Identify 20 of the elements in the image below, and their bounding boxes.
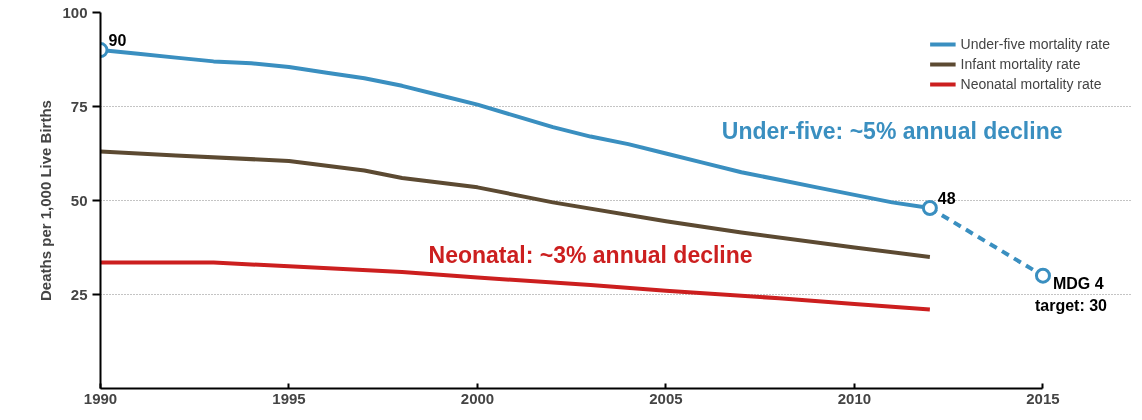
x-tick-label: 1990: [83, 389, 118, 407]
y-tick-label: 100: [62, 3, 88, 21]
annotation: Neonatal: ~3% annual decline: [428, 242, 753, 269]
x-tick-label: 2005: [649, 389, 683, 407]
y-tick-label: 50: [70, 191, 88, 209]
x-tick-label: 2010: [837, 389, 872, 407]
y-tick-label: 25: [70, 285, 88, 303]
y-axis-title: Deaths per 1,000 Live Births: [37, 100, 55, 301]
legend-label: Under-five mortality rate: [960, 36, 1110, 52]
legend-label: Neonatal mortality rate: [960, 76, 1102, 92]
x-tick-label: 2015: [1026, 389, 1060, 407]
x-tick-label: 1995: [272, 389, 306, 407]
x-tick-label: 2000: [460, 389, 495, 407]
y-tick-label: 75: [70, 97, 88, 115]
annotation: MDG 4: [1052, 275, 1104, 293]
annotation: target: 30: [1034, 297, 1108, 315]
annotation: 48: [937, 190, 956, 208]
annotation: 90: [108, 32, 127, 50]
annotation: Under-five: ~5% annual decline: [721, 118, 1063, 145]
legend-label: Infant mortality rate: [960, 56, 1081, 72]
